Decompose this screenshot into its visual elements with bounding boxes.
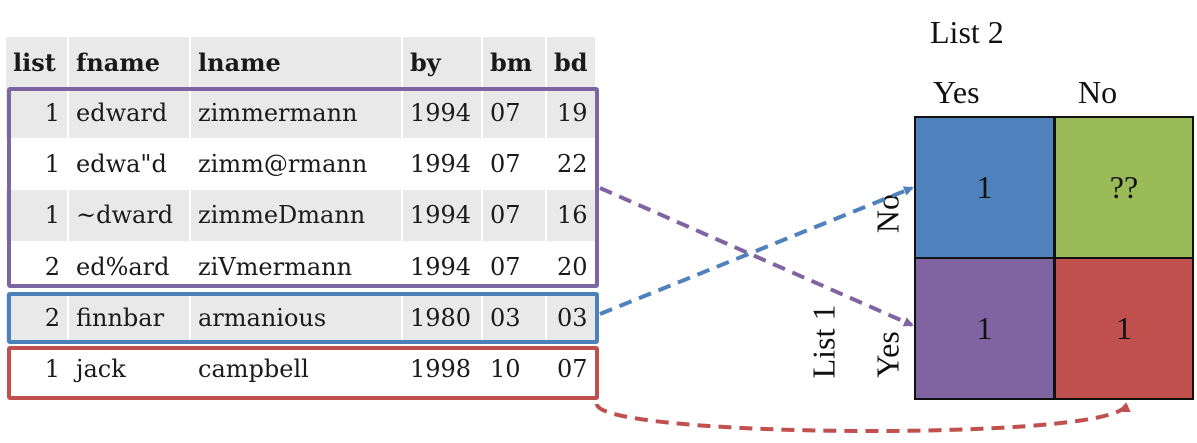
cell-bm: 07: [482, 87, 547, 139]
table-row: 1 jack campbell 1998 10 07: [6, 343, 595, 395]
cell-fname: ed%ard: [68, 240, 191, 293]
cell-lname: zimmermann: [190, 87, 403, 139]
header-by: by: [402, 37, 483, 87]
cell-list: 1: [6, 87, 69, 139]
cell-fname: ~dward: [68, 189, 191, 241]
cell-list: 2: [6, 292, 69, 344]
cell-bd: 16: [546, 189, 595, 241]
cell-by: 1980: [402, 292, 483, 344]
cell-by: 1994: [402, 138, 483, 190]
cell-no-yes: 1: [916, 118, 1053, 257]
list-2-title: List 2: [930, 14, 1004, 50]
cell-fname: jack: [68, 343, 191, 395]
table-row: 2 ed%ard ziVmermann 1994 07 20: [6, 240, 595, 293]
edward-group-box: [7, 87, 599, 288]
cell-list: 1: [6, 138, 69, 190]
cell-yes-no: 1: [1056, 259, 1192, 398]
cell-bd: 03: [546, 292, 595, 344]
cell-bm: 07: [482, 138, 547, 190]
cell-bd: 07: [546, 343, 595, 395]
cell-lname: campbell: [190, 343, 403, 395]
cell-by: 1994: [402, 189, 483, 241]
header-bm: bm: [482, 37, 547, 87]
cell-lname: zimm@rmann: [190, 138, 403, 190]
table-row: 2 finnbar armanious 1980 03 03: [6, 292, 595, 344]
cell-fname: edwa"d: [68, 138, 191, 190]
cell-by: 1998: [402, 343, 483, 395]
table-row: 1 edward zimmermann 1994 07 19: [6, 87, 595, 139]
header-list: list: [6, 37, 69, 87]
jack-to-yes-no-arrow: [595, 402, 1131, 434]
table-header-row: list fname lname by bm bd: [6, 37, 595, 87]
cell-fname: edward: [68, 87, 191, 139]
cell-bd: 19: [546, 87, 595, 139]
header-fname: fname: [68, 37, 191, 87]
cell-bd: 20: [546, 240, 595, 293]
cell-lname: armanious: [190, 292, 403, 344]
cell-list: 1: [6, 343, 69, 395]
col-label-no: No: [1078, 74, 1118, 110]
col-label-yes: Yes: [933, 74, 980, 110]
cell-lname: ziVmermann: [190, 240, 403, 293]
finnbar-to-no-yes-arrow: [599, 186, 914, 316]
cell-bd: 22: [546, 138, 595, 190]
records-table: list fname lname by bm bd 1 edward zimme…: [6, 37, 595, 395]
jack-group-box: [7, 346, 599, 400]
cell-bm: 07: [482, 189, 547, 241]
cell-no-no: ??: [1056, 118, 1192, 257]
edward-to-yes-yes-arrow: [599, 186, 914, 327]
cell-by: 1994: [402, 87, 483, 139]
cell-by: 1994: [402, 240, 483, 293]
table-row: 1 edwa"d zimm@rmann 1994 07 22: [6, 138, 595, 190]
cell-lname: zimmeDmann: [190, 189, 403, 241]
finnbar-group-box: [7, 292, 599, 344]
cell-yes-yes: 1: [916, 259, 1053, 398]
cell-list: 1: [6, 189, 69, 241]
header-lname: lname: [190, 37, 403, 87]
header-bd: bd: [546, 37, 595, 87]
cell-fname: finnbar: [68, 292, 191, 344]
cell-bm: 10: [482, 343, 547, 395]
contingency-matrix: 1 ?? 1 1: [914, 116, 1194, 400]
cell-bm: 07: [482, 240, 547, 293]
cell-list: 2: [6, 240, 69, 293]
cell-bm: 03: [482, 292, 547, 344]
table-row: 1 ~dward zimmeDmann 1994 07 16: [6, 189, 595, 241]
